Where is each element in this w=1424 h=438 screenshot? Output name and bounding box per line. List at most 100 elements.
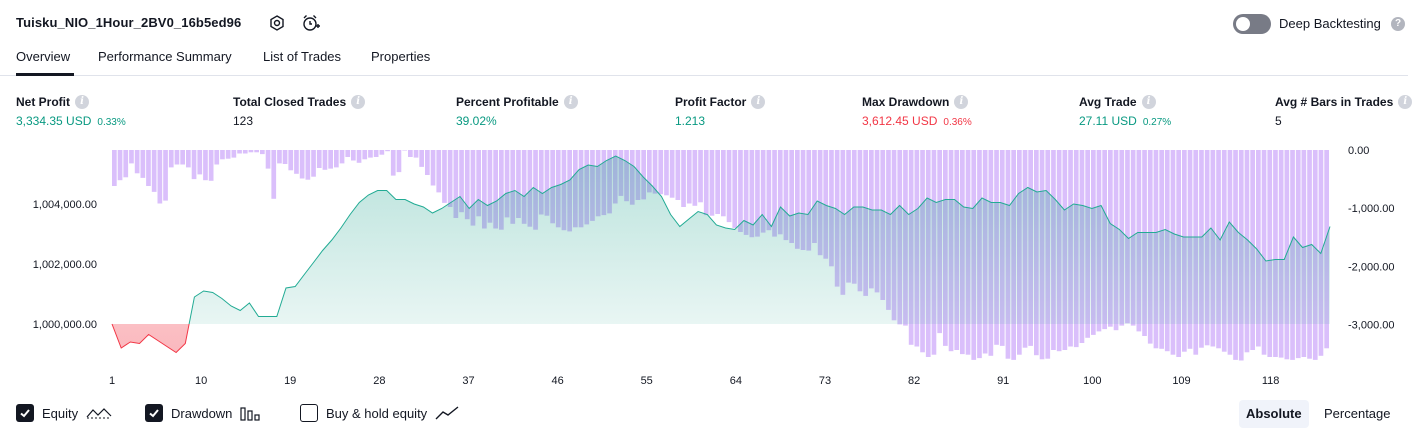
drawdown-bar [356,150,362,163]
gear-icon[interactable] [267,13,287,33]
buy-hold-label: Buy & hold equity [326,405,428,421]
drawdown-checkbox[interactable]: Drawdown [145,404,262,422]
drawdown-bar [231,150,237,158]
drawdown-bar [271,150,277,199]
drawdown-bar [766,150,772,231]
metric-value: 3,334.35 USD [16,114,92,128]
drawdown-bar [1273,150,1278,357]
drawdown-bar [1261,150,1267,355]
left-axis-tick: 1,002,000.00 [33,259,97,271]
drawdown-bar [362,150,368,160]
drawdown-bar [373,150,379,157]
absolute-button[interactable]: Absolute [1239,400,1309,428]
x-axis-tick: 19 [284,375,296,387]
x-axis-tick: 109 [1172,375,1190,387]
drawdown-bar [425,150,430,175]
right-axis-tick: -3,000.00 [1348,319,1394,331]
drawdown-bar [311,150,316,177]
drawdown-bar [334,150,339,168]
metric-profit-factor: Profit Factor i 1.213 [675,94,766,130]
drawdown-bar [402,150,407,151]
drawdown-bar [408,150,413,157]
drawdown-bar [368,150,373,158]
x-axis-tick: 100 [1083,375,1101,387]
info-icon[interactable]: i [1398,95,1413,109]
x-axis-tick: 82 [908,375,920,387]
drawdown-bar [1125,150,1130,324]
drawdown-bar [351,150,356,161]
drawdown-bar [294,150,299,174]
alarm-clock-add-icon[interactable] [301,13,321,33]
buy-hold-checkbox[interactable]: Buy & hold equity [300,404,459,422]
checkbox-unchecked[interactable] [300,404,318,422]
drawdown-bar [755,150,760,237]
checkbox-checked[interactable] [145,404,163,422]
tab-properties[interactable]: Properties [371,49,431,64]
trend-line-icon [435,406,459,420]
drawdown-bar [186,150,191,168]
drawdown-bar [652,150,658,194]
drawdown-bar [328,150,333,169]
x-axis-tick: 55 [641,375,653,387]
drawdown-bar [698,150,703,203]
drawdown-bar [385,150,390,152]
drawdown-bar [703,150,709,216]
deep-backtesting-toggle[interactable] [1233,14,1271,34]
tab-list-of-trades[interactable]: List of Trades [263,49,342,64]
tab-bar: Overview Performance Summary List of Tra… [0,46,1408,76]
drawdown-bar [658,150,664,195]
info-icon[interactable]: i [563,95,578,109]
drawdown-bar [174,150,180,165]
strategy-title: Tuisku_NIO_1Hour_2BV0_16b5ed96 [16,15,242,30]
x-axis-tick: 118 [1262,375,1280,387]
strategy-header: Tuisku_NIO_1Hour_2BV0_16b5ed96 Deep Back… [0,0,1424,46]
drawdown-bar [322,150,328,170]
drawdown-bar [675,150,681,200]
x-axis-tick: 73 [819,375,831,387]
x-axis-tick: 28 [373,375,385,387]
info-icon[interactable]: i [751,95,766,109]
info-icon[interactable]: i [75,95,89,109]
drawdown-bar [225,150,231,159]
drawdown-bar [316,150,322,168]
info-icon[interactable]: i [1141,95,1156,109]
drawdown-bar [282,150,288,164]
drawdown-bar [345,150,351,157]
drawdown-bar [123,150,129,178]
drawdown-bar [709,150,715,216]
drawdown-bar [191,150,197,180]
drawdown-bar [237,150,242,154]
x-axis-tick: 1 [109,375,115,387]
drawdown-bar [242,150,248,154]
percentage-button[interactable]: Percentage [1324,406,1391,421]
deep-backtesting-label: Deep Backtesting [1279,16,1381,31]
equity-label: Equity [42,405,79,421]
drawdown-bar [151,150,157,192]
drawdown-bar [726,150,732,223]
metric-value: 123 [233,114,254,128]
drawdown-bar [521,150,527,224]
drawdown-bar [436,150,442,193]
drawdown-bar [647,150,652,193]
drawdown-bar [248,150,254,153]
drawdown-bar [447,150,453,207]
metric-value: 5 [1275,114,1282,128]
metric-value: 3,612.45 USD [862,114,938,128]
equity-drawdown-chart[interactable]: 1,000,000.00 1,002,000.00 1,004,000.00 0.00… [0,140,1424,390]
drawdown-bar [681,150,686,207]
drawdown-bar [220,150,225,160]
tab-performance-summary[interactable]: Performance Summary [98,49,232,64]
metric-value: 39.02% [456,114,497,128]
drawdown-bar [499,150,504,230]
drawdown-bar [140,150,146,178]
chart-legend: Equity Drawdown Buy & hold equity Absolu… [0,398,1424,432]
drawdown-bar [749,150,755,238]
checkbox-checked[interactable] [16,404,34,422]
help-icon[interactable]: ? [1391,17,1405,31]
equity-checkbox[interactable]: Equity [16,404,112,422]
info-icon[interactable]: i [351,95,366,109]
info-icon[interactable]: i [954,95,969,109]
drawdown-bar [777,150,783,235]
drawdown-bar [783,150,789,241]
tab-overview[interactable]: Overview [16,49,74,76]
